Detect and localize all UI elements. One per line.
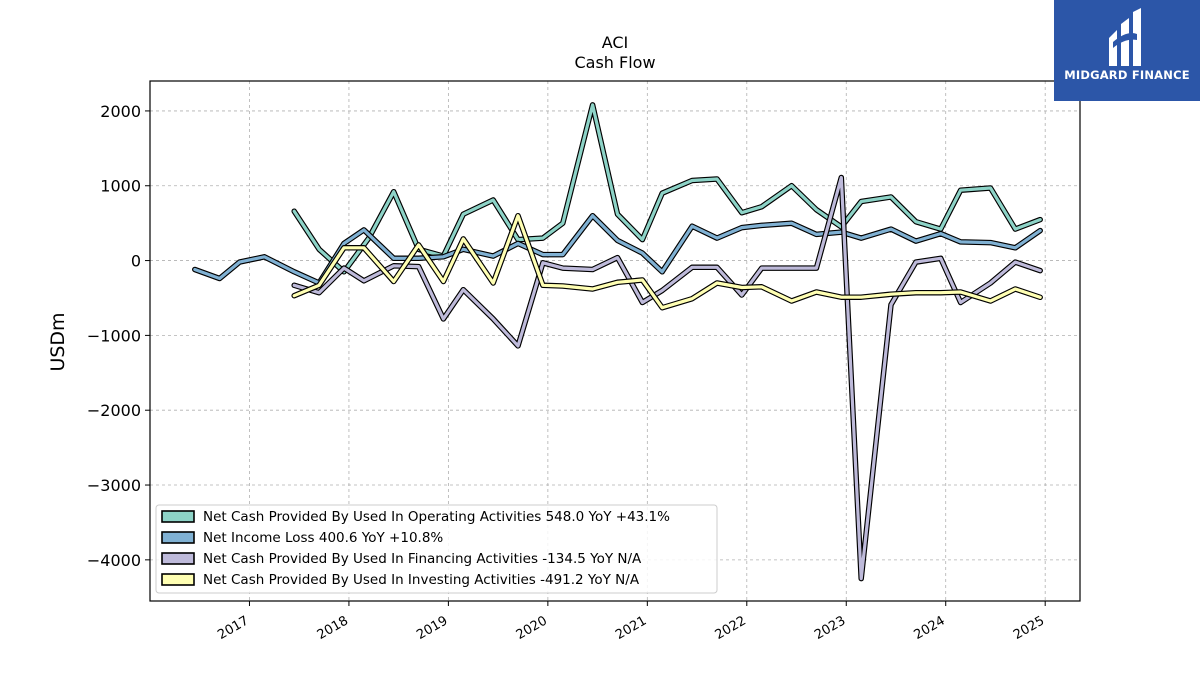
x-tick-label: 2021 (613, 613, 649, 643)
legend-label: Net Cash Provided By Used In Investing A… (203, 572, 640, 588)
x-tick-label: 2018 (315, 613, 351, 643)
x-tick-label: 2019 (414, 613, 450, 643)
x-tick-label: 2017 (215, 613, 251, 643)
x-axis-ticks: 2017 2018 2019 2020 2021 2022 2023 2024 2025 (215, 601, 1047, 643)
y-tick-label: 0 (131, 252, 141, 271)
x-tick-label: 2022 (713, 613, 749, 643)
legend-label: Net Cash Provided By Used In Financing A… (203, 551, 642, 567)
legend-label: Net Income Loss 400.6 YoY +10.8% (203, 530, 443, 546)
series-lines (192, 102, 1043, 582)
y-tick-label: −4000 (87, 551, 141, 570)
chart-subtitle: Cash Flow (574, 53, 655, 72)
legend: Net Cash Provided By Used In Operating A… (155, 504, 718, 594)
legend-swatch (161, 573, 195, 586)
series-0 (291, 102, 1043, 275)
series-2 (291, 174, 1043, 582)
legend-item: Net Cash Provided By Used In Investing A… (161, 572, 640, 588)
legend-item: Net Cash Provided By Used In Operating A… (161, 509, 670, 525)
y-tick-label: −3000 (87, 476, 141, 495)
midgard-finance-logo: MIDGARD FINANCE (1054, 0, 1200, 101)
series-line (292, 175, 1042, 581)
series-line (292, 214, 1042, 310)
x-tick-label: 2025 (1011, 613, 1047, 643)
y-axis-ticks: 2000 1000 0 −1000 −2000 −3000 −4000 (87, 102, 150, 570)
plot-frame (149, 80, 1081, 602)
grid-lines (150, 81, 1080, 601)
y-tick-label: −1000 (87, 326, 141, 345)
brand-mark-icon (1109, 8, 1141, 66)
x-tick-label: 2023 (812, 613, 848, 643)
brand-name: MIDGARD FINANCE (1064, 68, 1190, 82)
series-3 (291, 212, 1043, 311)
legend-box (155, 504, 718, 594)
y-axis-label: USDm (47, 312, 69, 371)
legend-item: Net Income Loss 400.6 YoY +10.8% (161, 530, 443, 546)
chart-title: ACI (602, 33, 629, 52)
legend-swatch (161, 552, 195, 565)
legend-item: Net Cash Provided By Used In Financing A… (161, 551, 642, 567)
legend-label: Net Cash Provided By Used In Operating A… (203, 509, 670, 525)
y-tick-label: 2000 (100, 102, 141, 121)
y-tick-label: 1000 (100, 177, 141, 196)
series-line-outline (291, 102, 1043, 275)
legend-swatch (161, 531, 195, 544)
x-tick-label: 2020 (514, 613, 550, 643)
x-tick-label: 2024 (912, 613, 948, 643)
legend-swatch (161, 510, 195, 523)
y-tick-label: −2000 (87, 401, 141, 420)
